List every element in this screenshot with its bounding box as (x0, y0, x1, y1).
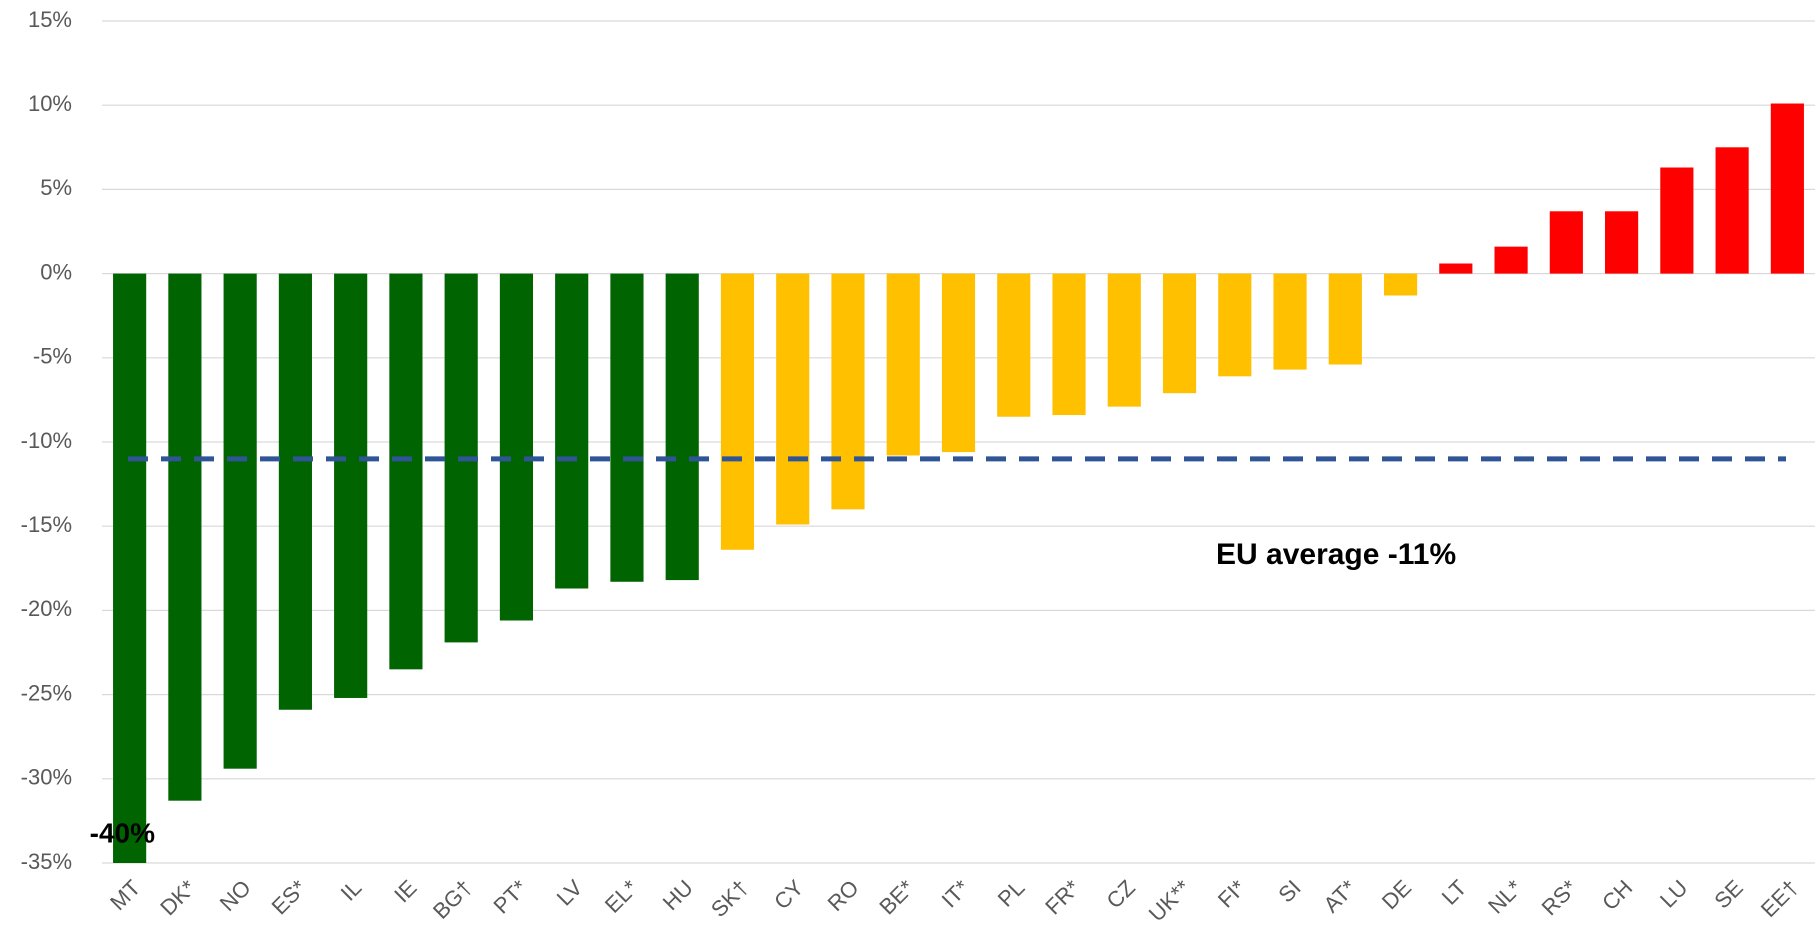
bar (665, 273, 699, 581)
bar (831, 273, 865, 510)
x-tick-label: DE (1377, 875, 1416, 914)
x-tick-label: HU (658, 875, 698, 915)
y-tick-label: -30% (21, 765, 72, 790)
bar (389, 273, 423, 670)
bar (1052, 273, 1086, 416)
bar (555, 273, 589, 589)
bar (223, 273, 257, 769)
bar (1218, 273, 1252, 377)
x-tick-label: MT (105, 875, 145, 915)
bar (334, 273, 368, 698)
bar (1383, 273, 1418, 296)
x-tick-label: NL* (1483, 875, 1527, 919)
x-tick-label: LV (552, 875, 588, 911)
y-tick-label: 15% (28, 7, 72, 32)
x-tick-label: PT* (488, 875, 532, 919)
bar (168, 273, 202, 801)
y-tick-label: 10% (28, 91, 72, 116)
bar (720, 273, 755, 550)
y-tick-label: 5% (40, 175, 72, 200)
x-tick-label: SE (1709, 875, 1747, 913)
x-tick-label: SK† (706, 875, 753, 922)
bar (886, 273, 920, 456)
y-tick-label: -35% (21, 849, 72, 874)
bar (1328, 273, 1362, 365)
x-tick-label: IL (336, 875, 367, 906)
bar (1715, 147, 1749, 274)
x-tick-label: NO (215, 875, 256, 916)
x-tick-label: RS* (1537, 875, 1583, 921)
bar (1107, 273, 1141, 407)
x-tick-label: PL (993, 875, 1030, 912)
bar (610, 273, 644, 582)
x-tick-label: SI (1273, 875, 1305, 907)
bar (997, 273, 1031, 417)
x-tick-label: LT (1437, 875, 1472, 910)
bar (1439, 263, 1473, 274)
bar (1273, 273, 1307, 370)
x-tick-label: IE (389, 875, 421, 907)
bar (1605, 211, 1639, 274)
x-tick-label: LU (1655, 875, 1693, 913)
x-tick-label: UK** (1144, 875, 1196, 927)
bar (1770, 103, 1804, 274)
x-tick-label: BG† (428, 875, 477, 924)
x-tick-label: CH (1597, 875, 1637, 915)
y-tick-label: -15% (21, 512, 72, 537)
x-tick-label: IT* (937, 875, 975, 913)
y-tick-label: -25% (21, 680, 72, 705)
x-tick-label: ES* (267, 875, 312, 920)
x-tick-label: FI* (1213, 875, 1251, 913)
bar (1549, 211, 1583, 274)
bar (278, 273, 312, 710)
value-label: -40% (90, 817, 155, 848)
x-tick-label: EL* (600, 875, 643, 918)
x-tick-label: CZ (1102, 875, 1140, 913)
x-tick-label: BE* (874, 875, 919, 920)
bars (113, 103, 1804, 863)
x-tick-label: DK* (155, 875, 201, 921)
bar (113, 273, 147, 863)
x-tick-label: FR* (1040, 875, 1085, 920)
average-label: EU average -11% (1216, 538, 1456, 571)
bar (1162, 273, 1197, 394)
x-tick-label: EE† (1756, 875, 1803, 922)
y-tick-label: 0% (40, 259, 72, 284)
bar (941, 273, 976, 453)
x-tick-label: RO (823, 875, 864, 916)
y-tick-label: -5% (33, 344, 72, 369)
bar (499, 273, 534, 621)
x-tick-label: AT* (1318, 875, 1361, 918)
bar (776, 273, 810, 525)
bar (1660, 167, 1694, 274)
bar (1494, 246, 1528, 274)
y-tick-label: -20% (21, 596, 72, 621)
y-tick-label: -10% (21, 428, 72, 453)
x-tick-label: CY (769, 875, 809, 915)
